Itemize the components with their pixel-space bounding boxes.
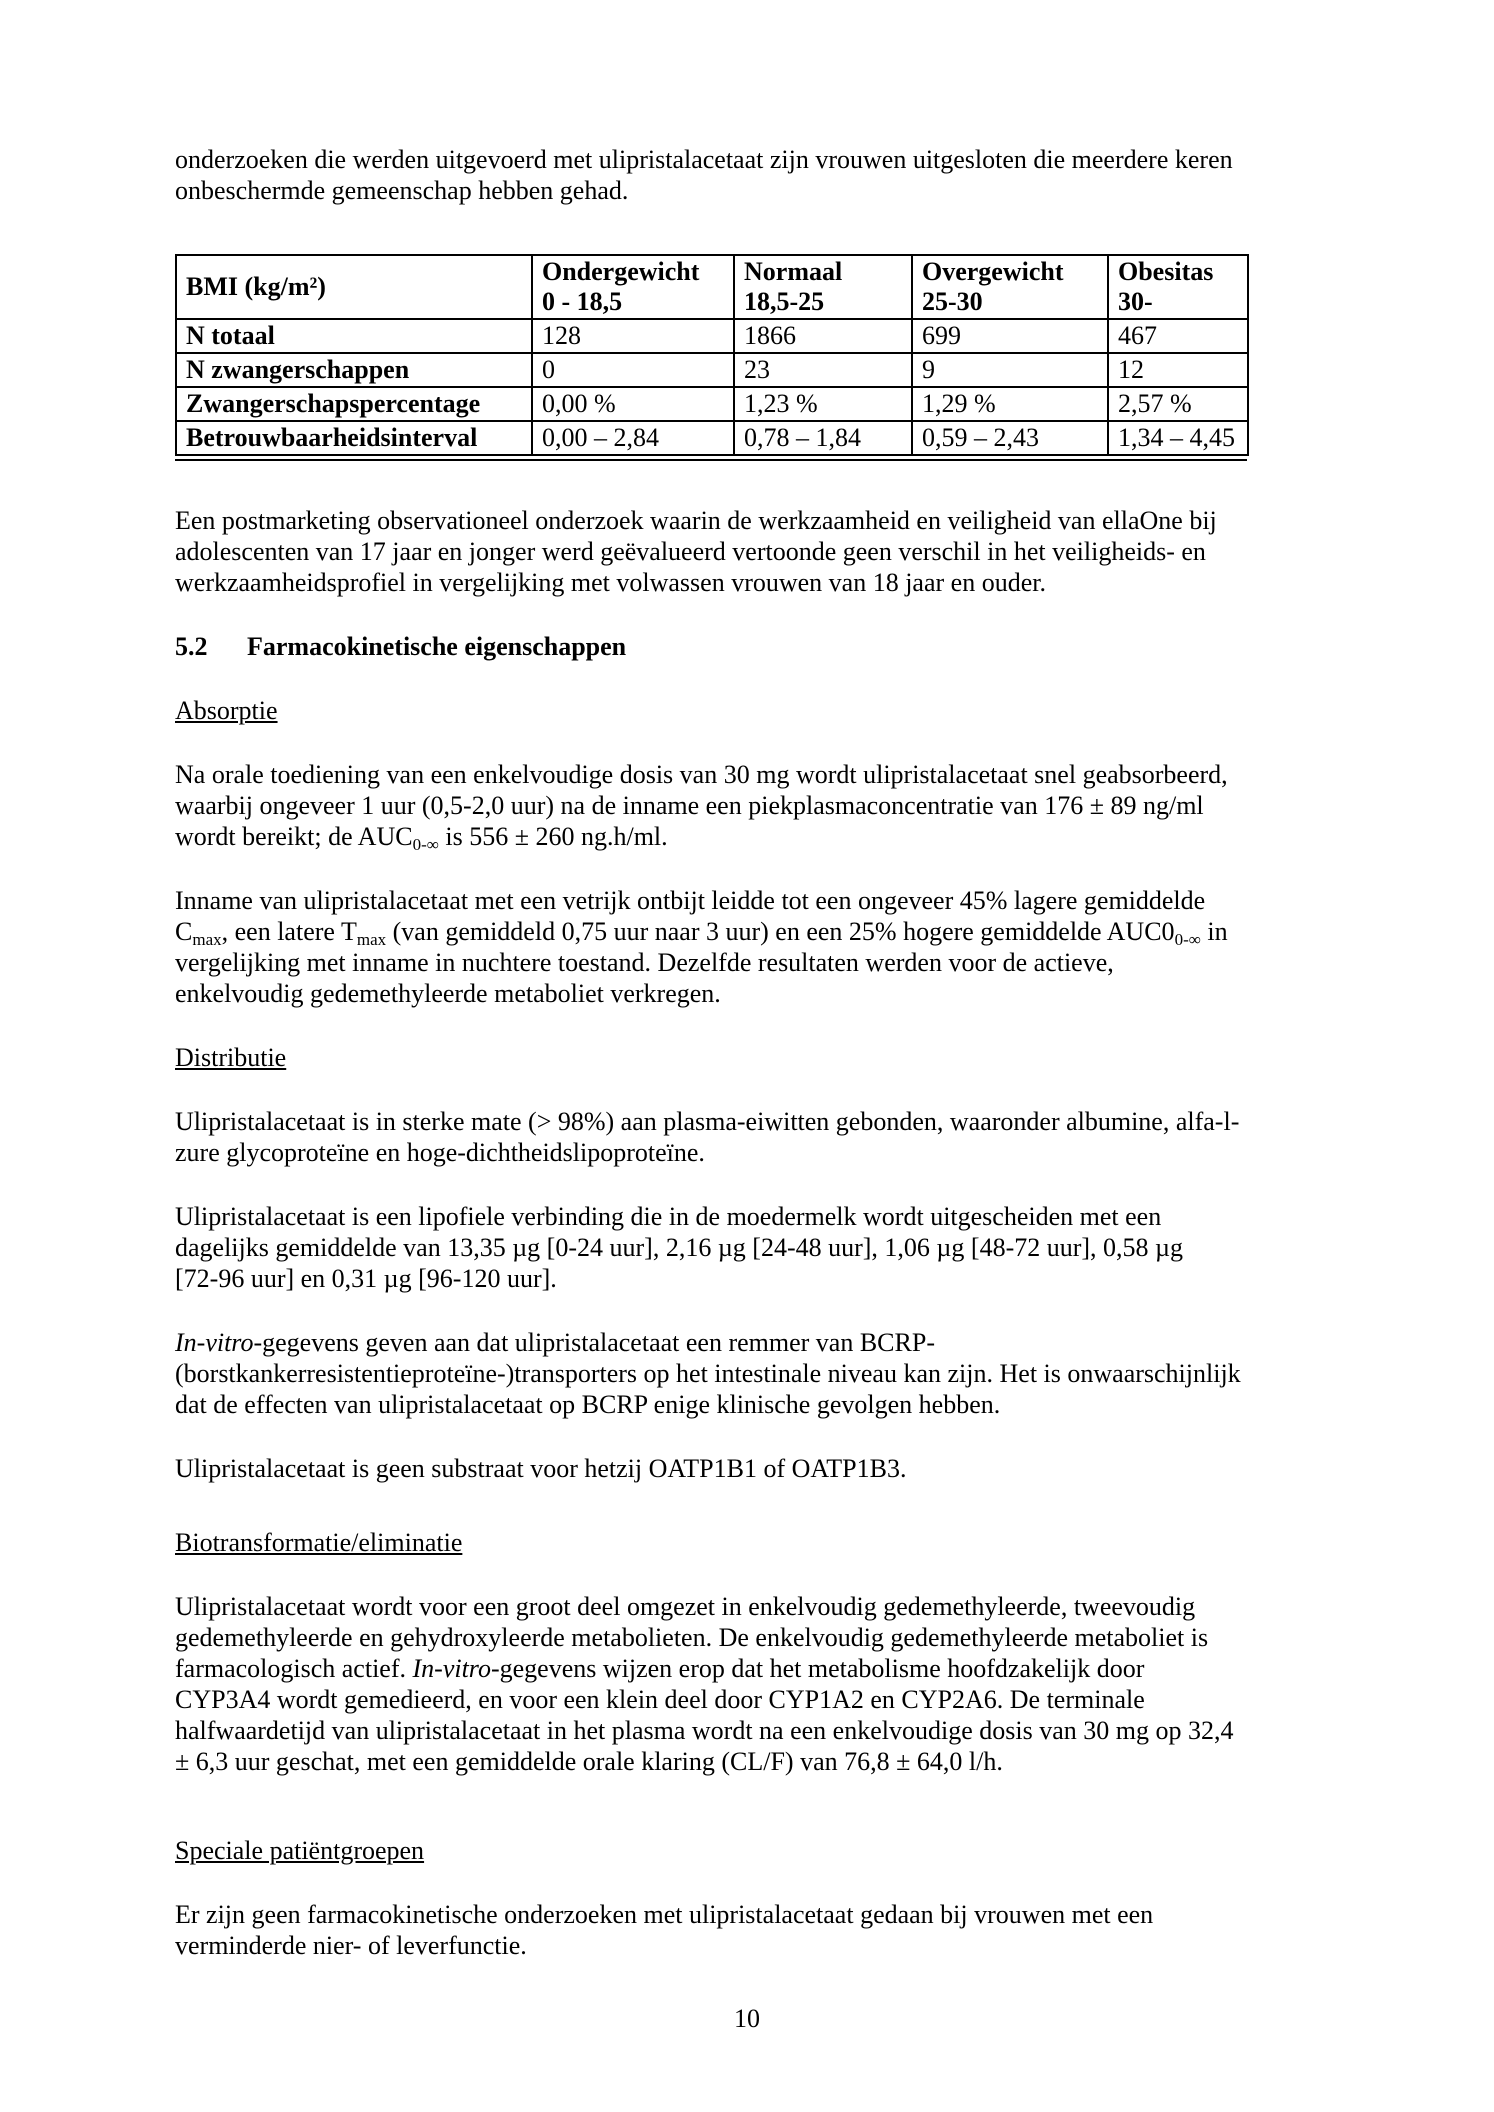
table-row-n-zwangerschappen: N zwangerschappen 0 23 9 12: [175, 352, 1249, 388]
table-cell: 1,34 – 4,45: [1107, 420, 1249, 456]
text-segment: Na orale toediening van een enkelvoudige…: [175, 760, 1228, 851]
text-segment: 0-∞: [1174, 930, 1201, 949]
table-cell: 12: [1107, 352, 1249, 388]
text-segment: in vergelijking met inname in nuchtere t…: [175, 917, 1228, 1008]
table-cell: 0,00 – 2,84: [531, 420, 735, 456]
table-cell: 0,78 – 1,84: [733, 420, 913, 456]
table-header-overgewicht: Overgewicht 25-30: [911, 254, 1109, 320]
text-segment: (van gemiddeld 0,75 uur naar 3 uur) en e…: [386, 917, 1175, 946]
biotransformatie-paragraph: Ulipristalacetaat wordt voor een groot d…: [175, 1591, 1365, 1777]
row-label: Betrouwbaarheidsinterval: [175, 420, 533, 456]
section-number: 5.2: [175, 632, 208, 661]
text-segment: In-vitro: [412, 1654, 491, 1683]
table-cell: 9: [911, 352, 1109, 388]
row-label: N totaal: [175, 318, 533, 354]
table-cell: 2,57 %: [1107, 386, 1249, 422]
distributie-heading: Distributie: [175, 1043, 287, 1072]
absorptie-heading: Absorptie: [175, 696, 278, 725]
bmi-table: BMI (kg/m²) Ondergewicht 0 - 18,5 Normaa…: [175, 254, 1249, 456]
document-page: onderzoeken die werden uitgevoerd met ul…: [175, 145, 1365, 2033]
table-cell: 0,59 – 2,43: [911, 420, 1109, 456]
table-cell: 0: [531, 352, 735, 388]
table-cell: 128: [531, 318, 735, 354]
distributie-paragraph-1: Ulipristalacetaat is in sterke mate (> 9…: [175, 1107, 1240, 1167]
table-cell: 699: [911, 318, 1109, 354]
text-segment: Ulipristalacetaat wordt voor een groot d…: [175, 1592, 1209, 1683]
table-header-bmi: BMI (kg/m²): [175, 254, 533, 320]
absorptie-paragraph-2: Inname van ulipristalacetaat met een vet…: [175, 885, 1365, 1009]
text-segment: , een latere T: [221, 917, 357, 946]
text-segment: Inname van ulipristalacetaat met een vet…: [175, 886, 1206, 946]
section-title: Farmacokinetische eigenschappen: [247, 632, 627, 661]
table-bottom-rule: [175, 459, 1247, 461]
biotransformatie-heading: Biotransformatie/eliminatie: [175, 1528, 463, 1557]
table-cell: 23: [733, 352, 913, 388]
table-row-betrouwbaarheidsinterval: Betrouwbaarheidsinterval 0,00 – 2,84 0,7…: [175, 420, 1249, 456]
table-row-zwangerschapspercentage: Zwangerschapspercentage 0,00 % 1,23 % 1,…: [175, 386, 1249, 422]
row-label: Zwangerschapspercentage: [175, 386, 533, 422]
absorptie-paragraph-1: Na orale toediening van een enkelvoudige…: [175, 759, 1365, 854]
table-row-n-totaal: N totaal 128 1866 699 467: [175, 318, 1249, 354]
distributie-paragraph-2: Ulipristalacetaat is een lipofiele verbi…: [175, 1202, 1184, 1293]
table-header-obesitas: Obesitas 30-: [1107, 254, 1249, 320]
row-label: N zwangerschappen: [175, 352, 533, 388]
table-cell: 467: [1107, 318, 1249, 354]
table-cell: 0,00 %: [531, 386, 735, 422]
text-segment: -gegevens geven aan dat ulipristalacetaa…: [175, 1328, 1241, 1419]
section-heading: 5.2 Farmacokinetische eigenschappen: [175, 631, 1365, 662]
postmarketing-paragraph: Een postmarketing observationeel onderzo…: [175, 506, 1217, 597]
table-header-normaal: Normaal 18,5-25: [733, 254, 913, 320]
intro-paragraph: onderzoeken die werden uitgevoerd met ul…: [175, 145, 1233, 205]
text-segment: max: [192, 930, 222, 949]
table-cell: 1,23 %: [733, 386, 913, 422]
table-cell: 1866: [733, 318, 913, 354]
page-number: 10: [734, 2004, 760, 2033]
table-header-row: BMI (kg/m²) Ondergewicht 0 - 18,5 Normaa…: [175, 254, 1249, 320]
speciale-patientgroepen-heading: Speciale patiëntgroepen: [175, 1836, 425, 1865]
text-segment: In-vitro: [175, 1328, 254, 1357]
table-cell: 1,29 %: [911, 386, 1109, 422]
distributie-paragraph-4: Ulipristalacetaat is geen substraat voor…: [175, 1454, 907, 1483]
text-segment: max: [356, 930, 387, 949]
table-header-ondergewicht: Ondergewicht 0 - 18,5: [531, 254, 735, 320]
speciale-patientgroepen-paragraph: Er zijn geen farmacokinetische onderzoek…: [175, 1900, 1154, 1960]
text-segment: -gegevens wijzen erop dat het metabolism…: [175, 1654, 1234, 1776]
text-segment: is 556 ± 260 ng.h/ml.: [438, 822, 668, 851]
text-segment: 0-∞: [412, 835, 439, 854]
distributie-paragraph-3: In-vitro-gegevens geven aan dat uliprist…: [175, 1327, 1365, 1420]
bmi-table-section: BMI (kg/m²) Ondergewicht 0 - 18,5 Normaa…: [175, 254, 1365, 461]
